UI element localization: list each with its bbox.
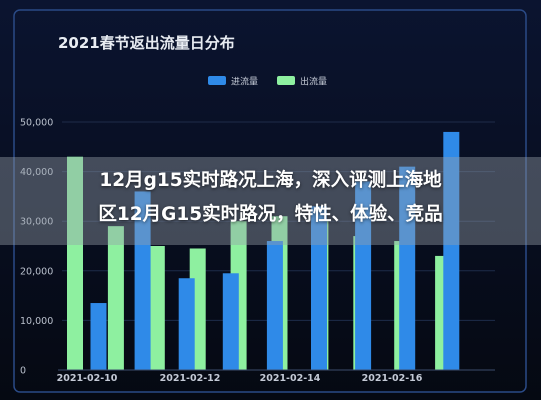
caption-line-1: 12月g15实时路况上海，深入评测上海地 [99, 170, 442, 191]
legend-label: 出流量 [300, 76, 327, 88]
y-axis: 50,000 40,000 30,000 20,000 10,000 0 [20, 118, 53, 377]
chart-frame [13, 9, 527, 393]
bar-inflow [134, 191, 151, 370]
chart-legend: 进流量 出流量 [208, 76, 327, 88]
bar-inflow [222, 273, 239, 370]
x-tick-label: 2021-02-14 [260, 373, 321, 384]
legend-swatch [277, 76, 295, 85]
bar-inflow [443, 131, 460, 370]
x-tick-label: 2021-02-12 [160, 373, 221, 384]
bar-inflow [355, 181, 372, 370]
bar-inflow [90, 303, 107, 370]
x-tick-label: 2021-02-16 [362, 373, 423, 384]
bars [67, 131, 460, 370]
chart-title: 2021春节返出流量日分布 [58, 34, 235, 52]
legend-swatch [208, 76, 226, 85]
y-tick-label: 30,000 [20, 217, 53, 228]
bar-outflow [107, 226, 124, 370]
caption-line-2: 区12月G15实时路况，特性、体验、竞品 [98, 204, 443, 225]
bar-outflow [67, 156, 83, 370]
caption-band [0, 157, 541, 245]
bar-inflow [178, 278, 195, 370]
caption-overlay: 12月g15实时路况上海，深入评测上海地 区12月G15实时路况，特性、体验、竞… [0, 164, 541, 232]
bar-inflow [266, 241, 283, 370]
bar-inflow [399, 166, 416, 370]
y-tick-label: 20,000 [20, 266, 53, 277]
bar-outflow [148, 246, 165, 370]
y-tick-label: 10,000 [20, 316, 53, 327]
x-tick-label: 2021-02-10 [57, 373, 118, 384]
y-tick-label: 0 [20, 366, 26, 377]
y-tick-label: 40,000 [20, 167, 53, 178]
y-tick-label: 50,000 [20, 118, 53, 129]
legend-label: 进流量 [231, 76, 258, 88]
bar-inflow [311, 206, 327, 370]
x-axis: 2021-02-10 2021-02-12 2021-02-14 2021-02-16 [57, 369, 495, 384]
